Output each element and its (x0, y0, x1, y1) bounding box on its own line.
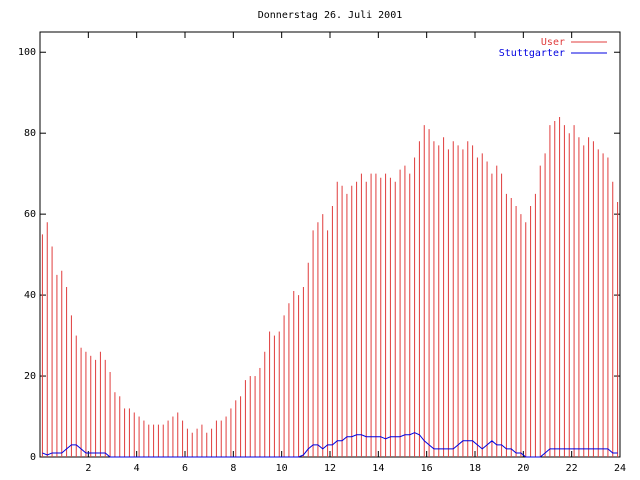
legend-label: Stuttgarter (499, 48, 565, 59)
x-tick-label: 4 (134, 463, 140, 474)
legend-label: User (541, 37, 565, 48)
x-tick-label: 10 (276, 463, 288, 474)
y-tick-label: 100 (18, 47, 36, 58)
x-tick-label: 16 (421, 463, 433, 474)
series-line (42, 432, 618, 458)
y-tick-label: 20 (24, 371, 36, 382)
y-tick-label: 80 (24, 128, 36, 139)
x-tick-label: 2 (85, 463, 91, 474)
x-tick-label: 20 (517, 463, 529, 474)
x-tick-label: 12 (324, 463, 336, 474)
x-tick-label: 22 (566, 463, 578, 474)
chart-title: Donnerstag 26. Juli 2001 (258, 10, 403, 21)
y-tick-label: 60 (24, 209, 36, 220)
plot-border (39, 31, 621, 458)
x-tick-label: 14 (372, 463, 384, 474)
x-tick-label: 24 (614, 463, 626, 474)
x-tick-label: 6 (182, 463, 188, 474)
y-tick-label: 40 (24, 290, 36, 301)
y-tick-label: 0 (30, 452, 36, 463)
x-tick-label: 18 (469, 463, 481, 474)
x-tick-label: 8 (230, 463, 236, 474)
